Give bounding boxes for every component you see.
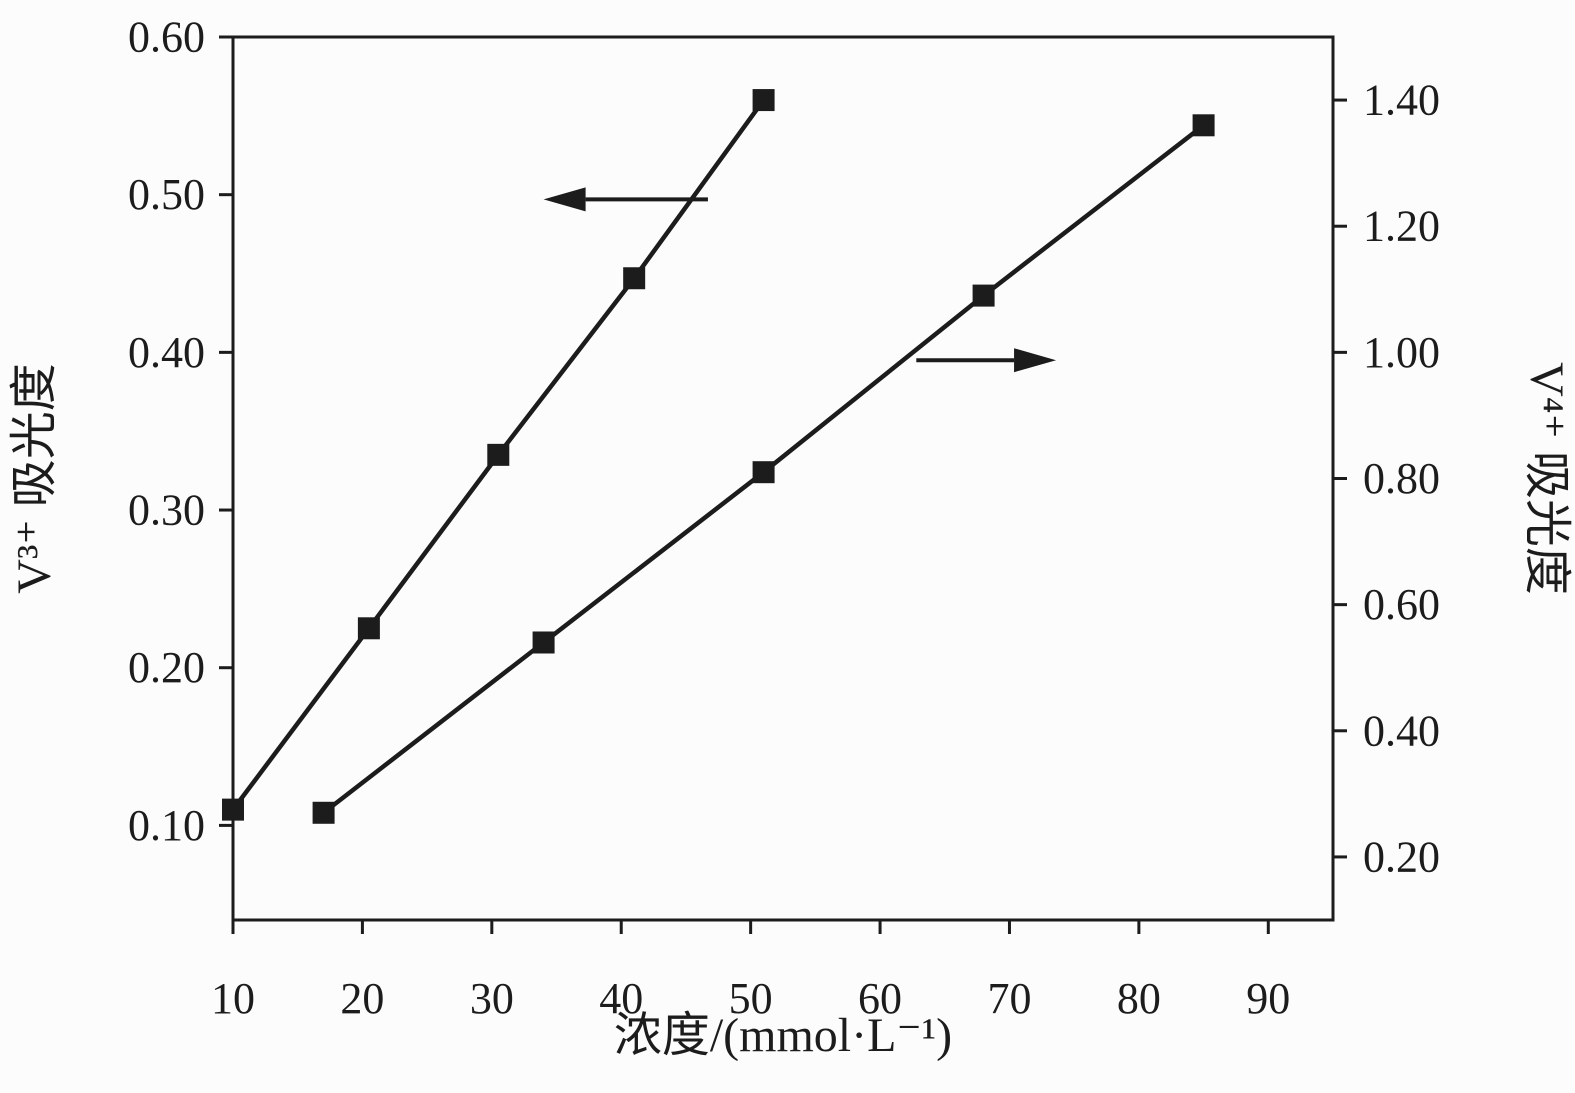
right-axis-tick-label: 0.20 (1363, 832, 1440, 881)
x-axis-title: 浓度/(mmol·L⁻¹) (614, 1009, 952, 1062)
left-axis-tick-label: 0.40 (128, 328, 205, 377)
x-axis-tick-label: 60 (858, 974, 902, 1023)
x-axis-tick-label: 40 (599, 974, 643, 1023)
series-marker-1 (1192, 114, 1215, 137)
x-axis-tick-label: 30 (470, 974, 514, 1023)
right-axis-tick-label: 1.00 (1363, 328, 1440, 377)
series-marker-1 (972, 284, 995, 307)
series-marker-0 (487, 443, 510, 466)
series-marker-1 (532, 631, 555, 654)
series-marker-0 (623, 267, 646, 290)
left-axis-tick-label: 0.30 (128, 486, 205, 535)
annotation-arrow-head-1 (1014, 348, 1057, 373)
right-axis-tick-label: 0.40 (1363, 706, 1440, 755)
x-axis-tick-label: 10 (211, 974, 255, 1023)
x-axis-tick-label: 20 (340, 974, 384, 1023)
series-marker-1 (752, 461, 775, 484)
right-y-axis-title: V⁴⁺ 吸光度 (1520, 362, 1573, 595)
left-y-axis-title: V³⁺ 吸光度 (8, 363, 61, 593)
series-marker-1 (312, 801, 335, 824)
right-axis-tick-label: 0.80 (1363, 454, 1440, 503)
series-marker-0 (752, 89, 775, 112)
x-axis-tick-label: 80 (1117, 974, 1161, 1023)
left-axis-tick-label: 0.20 (128, 643, 205, 692)
right-axis-tick-label: 1.40 (1363, 76, 1440, 125)
series-marker-0 (222, 798, 244, 821)
series-marker-0 (357, 617, 380, 640)
left-axis-tick-label: 0.60 (128, 13, 205, 62)
left-axis-tick-label: 0.10 (128, 801, 205, 850)
x-axis-tick-label: 50 (729, 974, 773, 1023)
x-axis-tick-label: 70 (987, 974, 1031, 1023)
annotation-arrow-head-0 (543, 187, 586, 212)
plot-box (231, 35, 1335, 922)
x-axis-tick-label: 90 (1246, 974, 1290, 1023)
right-axis-tick-label: 1.20 (1363, 202, 1440, 251)
right-axis-tick-label: 0.60 (1363, 580, 1440, 629)
left-axis-tick-label: 0.50 (128, 170, 205, 219)
